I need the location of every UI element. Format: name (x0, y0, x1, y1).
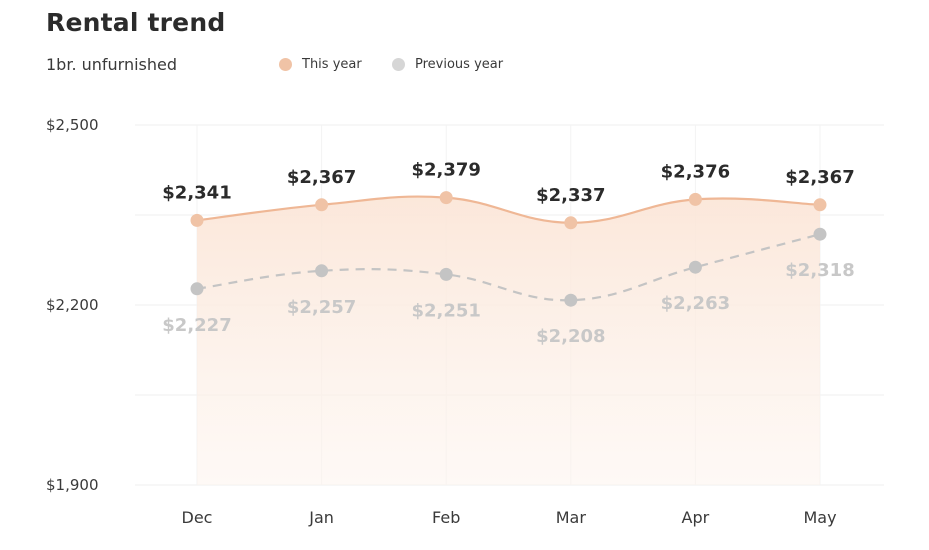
this-year-value-label: $2,367 (785, 167, 854, 188)
previous-year-value-label: $2,251 (411, 300, 480, 321)
this-year-point (315, 198, 329, 212)
y-tick-label: $2,500 (46, 116, 99, 134)
x-tick-label: Jan (308, 508, 334, 527)
previous-year-value-label: $2,257 (287, 297, 356, 318)
previous-year-point (315, 264, 329, 278)
legend-swatch-this-year (279, 58, 292, 71)
x-tick-label: May (803, 508, 836, 527)
this-year-point (688, 192, 702, 206)
y-tick-label: $1,900 (46, 476, 99, 494)
this-year-area (197, 196, 820, 485)
point-layer (190, 191, 827, 307)
this-year-value-label: $2,379 (411, 160, 480, 181)
previous-year-value-label: $2,227 (162, 315, 231, 336)
legend-item-this-year: This year (279, 57, 362, 72)
area-layer (197, 196, 820, 485)
y-tick-label: $2,200 (46, 296, 99, 314)
x-tick-label: Apr (682, 508, 710, 527)
previous-year-point (564, 293, 578, 307)
legend-item-previous-year: Previous year (392, 57, 503, 72)
this-year-point (190, 213, 204, 227)
this-year-point (439, 191, 453, 205)
previous-year-point (190, 282, 204, 296)
previous-year-value-label: $2,318 (785, 260, 854, 281)
this-year-value-label: $2,337 (536, 185, 605, 206)
previous-year-point (688, 260, 702, 274)
line-layer (196, 195, 821, 302)
previous-year-point (813, 227, 827, 241)
legend-label-this-year: This year (302, 57, 362, 72)
axis-layer: $2,500 $2,200 $1,900 Dec Jan Feb Mar Apr May (46, 116, 837, 527)
x-tick-label: Dec (182, 508, 213, 527)
this-year-value-label: $2,341 (162, 182, 231, 203)
chart-title: Rental trend (46, 8, 226, 37)
previous-year-value-label: $2,263 (661, 293, 730, 314)
x-tick-label: Feb (432, 508, 460, 527)
this-year-value-label: $2,367 (287, 167, 356, 188)
this-year-line (196, 195, 821, 224)
legend-label-previous-year: Previous year (415, 57, 504, 72)
legend-swatch-previous-year (392, 58, 405, 71)
this-year-value-label: $2,376 (661, 161, 730, 182)
x-tick-label: Mar (556, 508, 587, 527)
this-year-point (564, 216, 578, 230)
label-layer: $2,341 $2,367 $2,379 $2,337 $2,376 $2,367 $2,2… (162, 160, 854, 348)
previous-year-value-label: $2,208 (536, 326, 605, 347)
this-year-point (813, 198, 827, 212)
previous-year-point (439, 267, 453, 281)
chart-subtitle: 1br. unfurnished (46, 55, 178, 74)
